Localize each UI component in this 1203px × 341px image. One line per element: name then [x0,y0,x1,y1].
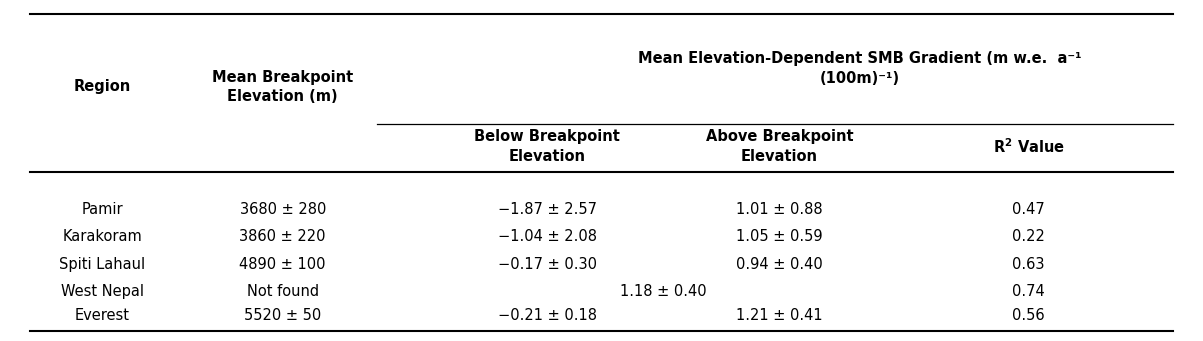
Text: 0.63: 0.63 [1012,257,1045,272]
Text: −0.21 ± 0.18: −0.21 ± 0.18 [498,308,597,323]
Text: Not found: Not found [247,284,319,299]
Text: 0.94 ± 0.40: 0.94 ± 0.40 [736,257,823,272]
Text: 0.74: 0.74 [1012,284,1045,299]
Text: 1.05 ± 0.59: 1.05 ± 0.59 [736,229,823,244]
Text: 0.22: 0.22 [1012,229,1045,244]
Text: −0.17 ± 0.30: −0.17 ± 0.30 [498,257,597,272]
Text: −1.87 ± 2.57: −1.87 ± 2.57 [498,202,597,217]
Text: Mean Elevation-Dependent SMB Gradient (m w.e.  a⁻¹
(100m)⁻¹): Mean Elevation-Dependent SMB Gradient (m… [639,51,1081,86]
Text: Above Breakpoint
Elevation: Above Breakpoint Elevation [706,129,853,164]
Text: Region: Region [73,79,131,94]
Text: 4890 ± 100: 4890 ± 100 [239,257,326,272]
Text: Below Breakpoint
Elevation: Below Breakpoint Elevation [474,129,621,164]
Text: 3860 ± 220: 3860 ± 220 [239,229,326,244]
Text: Everest: Everest [75,308,130,323]
Text: 1.01 ± 0.88: 1.01 ± 0.88 [736,202,823,217]
Text: Pamir: Pamir [82,202,123,217]
Text: 5520 ± 50: 5520 ± 50 [244,308,321,323]
Text: −1.04 ± 2.08: −1.04 ± 2.08 [498,229,597,244]
Text: Mean Breakpoint
Elevation (m): Mean Breakpoint Elevation (m) [212,70,354,104]
Text: $\mathbf{R^2}$ Value: $\mathbf{R^2}$ Value [992,137,1065,156]
Text: Karakoram: Karakoram [63,229,142,244]
Text: 3680 ± 280: 3680 ± 280 [239,202,326,217]
Text: West Nepal: West Nepal [61,284,143,299]
Text: 1.18 ± 0.40: 1.18 ± 0.40 [620,284,707,299]
Text: 0.47: 0.47 [1012,202,1045,217]
Text: 0.56: 0.56 [1012,308,1045,323]
Text: 1.21 ± 0.41: 1.21 ± 0.41 [736,308,823,323]
Text: Spiti Lahaul: Spiti Lahaul [59,257,146,272]
